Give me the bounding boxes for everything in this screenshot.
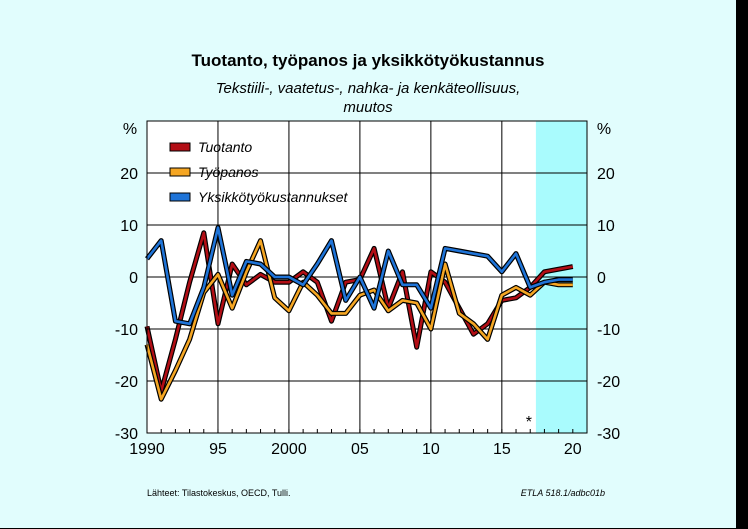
y-tick-label-right: -20 xyxy=(597,374,620,391)
x-tick-label: 95 xyxy=(209,441,227,458)
x-tick-label: 05 xyxy=(351,441,369,458)
legend-swatch-ty-panos xyxy=(169,167,191,177)
source-note: Lähteet: Tilastokeskus, OECD, Tulli. xyxy=(147,488,291,498)
y-tick-label-left: 0 xyxy=(129,270,138,287)
y-tick-label-left: -10 xyxy=(115,322,138,339)
chart-code: ETLA 518.1/adbc01b xyxy=(521,488,605,498)
x-tick-label: 20 xyxy=(564,441,582,458)
y-tick-label-right: 0 xyxy=(597,270,606,287)
y-unit-right: % xyxy=(597,121,611,138)
y-tick-label-left: -20 xyxy=(115,374,138,391)
y-unit-left: % xyxy=(123,121,137,138)
chart-subtitle-line1: Tekstiili-, vaatetus-, nahka- ja kenkäte… xyxy=(216,80,521,97)
forecast-marker: * xyxy=(526,414,532,431)
y-tick-label-right: -30 xyxy=(597,426,620,443)
x-tick-label: 15 xyxy=(493,441,511,458)
y-tick-label-left: 20 xyxy=(120,166,138,183)
y-tick-label-right: 20 xyxy=(597,166,615,183)
legend-swatch-tuotanto xyxy=(169,142,191,152)
series-line-ty-panos xyxy=(145,239,573,401)
legend-label-tuotanto: Tuotanto xyxy=(198,139,252,155)
series-line-yksikk-ty-kustannukset xyxy=(145,226,573,326)
legend-label-yksikk-ty-kustannukset: Yksikkötyökustannukset xyxy=(198,189,349,205)
y-tick-label-left: 10 xyxy=(120,218,138,235)
x-tick-label: 2000 xyxy=(271,441,307,458)
y-tick-label-right: -10 xyxy=(597,322,620,339)
x-tick-label: 10 xyxy=(422,441,440,458)
y-tick-label-right: 10 xyxy=(597,218,615,235)
chart-subtitle-line2: muutos xyxy=(343,99,393,116)
chart-title: Tuotanto, työpanos ja yksikkötyökustannu… xyxy=(192,51,545,70)
x-tick-label: 1990 xyxy=(129,441,165,458)
legend-label-ty-panos: Työpanos xyxy=(198,164,258,180)
y-tick-label-left: -30 xyxy=(115,426,138,443)
legend-swatch-yksikk-ty-kustannukset xyxy=(169,192,191,202)
